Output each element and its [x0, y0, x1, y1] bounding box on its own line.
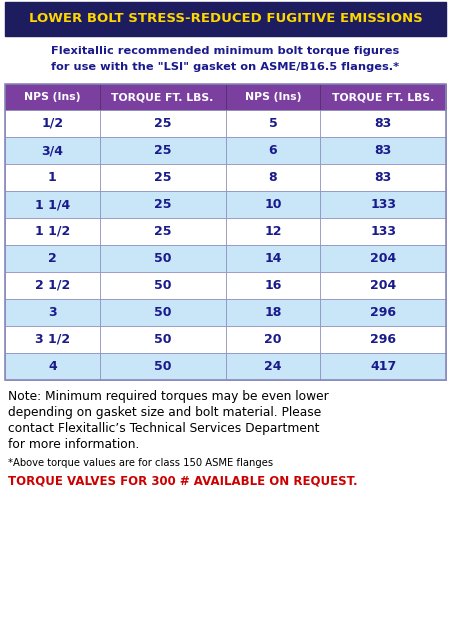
Bar [226, 326, 320, 353]
Bar [100, 326, 226, 353]
Bar [100, 245, 226, 272]
Bar [100, 191, 226, 218]
Text: 296: 296 [370, 306, 396, 319]
Bar [320, 137, 446, 164]
Text: for more information.: for more information. [8, 438, 139, 451]
Bar [226, 272, 320, 299]
Text: 50: 50 [154, 360, 171, 373]
Text: 1 1/4: 1 1/4 [35, 198, 70, 211]
Text: 14: 14 [264, 252, 282, 265]
Text: 83: 83 [374, 117, 392, 130]
Text: NPS (Ins): NPS (Ins) [244, 92, 301, 102]
Bar [226, 191, 320, 218]
Text: 25: 25 [154, 117, 171, 130]
Text: 417: 417 [370, 360, 396, 373]
Text: 296: 296 [370, 333, 396, 346]
Text: 25: 25 [154, 144, 171, 157]
Bar [100, 84, 226, 110]
Bar [5, 245, 100, 272]
Bar [5, 353, 100, 380]
Text: 10: 10 [264, 198, 282, 211]
Text: 1 1/2: 1 1/2 [35, 225, 70, 238]
Text: 1: 1 [48, 171, 57, 184]
Text: 3: 3 [48, 306, 57, 319]
Text: 20: 20 [264, 333, 282, 346]
Text: 133: 133 [370, 225, 396, 238]
Text: 25: 25 [154, 198, 171, 211]
Bar [320, 299, 446, 326]
Text: 83: 83 [374, 144, 392, 157]
Text: 204: 204 [370, 279, 396, 292]
Bar [100, 299, 226, 326]
Bar [100, 137, 226, 164]
Text: 50: 50 [154, 306, 171, 319]
Bar [5, 191, 100, 218]
Bar [320, 272, 446, 299]
Text: 50: 50 [154, 333, 171, 346]
Text: 5: 5 [268, 117, 277, 130]
Bar [320, 191, 446, 218]
Bar [226, 164, 320, 191]
Bar [100, 272, 226, 299]
Text: 25: 25 [154, 225, 171, 238]
Text: TORQUE FT. LBS.: TORQUE FT. LBS. [111, 92, 214, 102]
Bar [100, 218, 226, 245]
Bar [5, 272, 100, 299]
Bar [226, 353, 320, 380]
Text: TORQUE VALVES FOR 300 # AVAILABLE ON REQUEST.: TORQUE VALVES FOR 300 # AVAILABLE ON REQ… [8, 475, 358, 488]
Bar [226, 299, 320, 326]
Bar [5, 218, 100, 245]
Text: 25: 25 [154, 171, 171, 184]
Bar [320, 353, 446, 380]
Text: 3/4: 3/4 [41, 144, 64, 157]
Bar [226, 218, 320, 245]
Text: NPS (Ins): NPS (Ins) [24, 92, 81, 102]
Text: *Above torque values are for class 150 ASME flanges: *Above torque values are for class 150 A… [8, 458, 273, 468]
Bar [320, 326, 446, 353]
Text: 3 1/2: 3 1/2 [35, 333, 70, 346]
Bar [5, 84, 446, 380]
Bar [320, 218, 446, 245]
Text: 12: 12 [264, 225, 282, 238]
Text: 133: 133 [370, 198, 396, 211]
Text: 1/2: 1/2 [41, 117, 64, 130]
Bar [5, 164, 100, 191]
Bar [5, 84, 100, 110]
Text: 18: 18 [264, 306, 281, 319]
Bar [226, 110, 320, 137]
Text: 204: 204 [370, 252, 396, 265]
Bar [5, 299, 100, 326]
Text: 50: 50 [154, 252, 171, 265]
Text: 2 1/2: 2 1/2 [35, 279, 70, 292]
Bar [100, 110, 226, 137]
Bar [226, 84, 320, 110]
Bar [5, 326, 100, 353]
Bar [320, 84, 446, 110]
Bar [320, 164, 446, 191]
Text: Flexitallic recommended minimum bolt torque figures: Flexitallic recommended minimum bolt tor… [51, 46, 400, 56]
Text: 24: 24 [264, 360, 282, 373]
Bar [5, 2, 446, 36]
Bar [226, 137, 320, 164]
Bar [320, 110, 446, 137]
Text: 6: 6 [269, 144, 277, 157]
Text: 8: 8 [269, 171, 277, 184]
Text: for use with the "LSI" gasket on ASME/B16.5 flanges.*: for use with the "LSI" gasket on ASME/B1… [51, 62, 400, 72]
Text: depending on gasket size and bolt material. Please: depending on gasket size and bolt materi… [8, 406, 321, 419]
Bar [5, 110, 100, 137]
Text: 83: 83 [374, 171, 392, 184]
Text: 2: 2 [48, 252, 57, 265]
Text: 16: 16 [264, 279, 281, 292]
Bar [100, 164, 226, 191]
Text: Note: Minimum required torques may be even lower: Note: Minimum required torques may be ev… [8, 390, 329, 403]
Text: contact Flexitallic’s Technical Services Department: contact Flexitallic’s Technical Services… [8, 422, 319, 435]
Bar [320, 245, 446, 272]
Bar [226, 245, 320, 272]
Text: 4: 4 [48, 360, 57, 373]
Bar [100, 353, 226, 380]
Text: TORQUE FT. LBS.: TORQUE FT. LBS. [332, 92, 434, 102]
Text: 50: 50 [154, 279, 171, 292]
Text: LOWER BOLT STRESS-REDUCED FUGITIVE EMISSIONS: LOWER BOLT STRESS-REDUCED FUGITIVE EMISS… [28, 13, 423, 26]
Bar [5, 137, 100, 164]
